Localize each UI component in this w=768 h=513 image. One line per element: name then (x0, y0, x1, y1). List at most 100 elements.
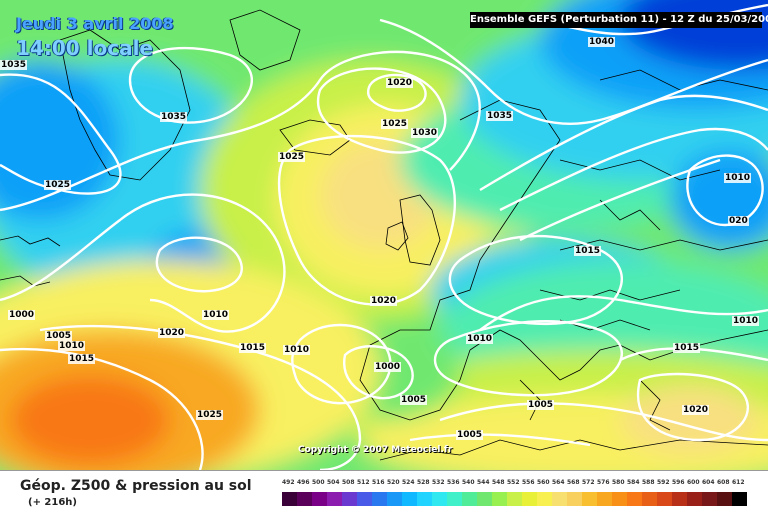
legend-value: 612 (732, 479, 745, 486)
isobar-label: 1010 (58, 341, 86, 351)
legend-labels: 492 496 500 504 508 512 516 520 524 528 532 536 540 5… (282, 479, 752, 489)
isobar-label: 1025 (278, 152, 306, 162)
isobar-label: 1020 (386, 78, 414, 88)
isobar-label: 1015 (673, 343, 701, 353)
legend-value: 524 (402, 479, 415, 486)
legend-value: 588 (642, 479, 655, 486)
isobar-label: 1005 (527, 400, 555, 410)
legend-value: 516 (372, 479, 385, 486)
legend-value: 604 (702, 479, 715, 486)
legend-swatch (447, 492, 462, 506)
isobar-label: 1010 (724, 173, 752, 183)
legend-value: 600 (687, 479, 700, 486)
legend-swatch (432, 492, 447, 506)
legend-value: 548 (492, 479, 505, 486)
legend-swatches (282, 492, 752, 506)
legend-value: 580 (612, 479, 625, 486)
legend-swatch (507, 492, 522, 506)
legend-swatch (732, 492, 747, 506)
isobar-label: 1035 (0, 60, 28, 70)
isobar-label: 1005 (456, 430, 484, 440)
legend-value: 496 (297, 479, 310, 486)
legend-swatch (342, 492, 357, 506)
legend-value: 572 (582, 479, 595, 486)
forecast-lead-time: (+ 216h) (28, 497, 77, 508)
legend-value: 596 (672, 479, 685, 486)
legend-value: 500 (312, 479, 325, 486)
legend-swatch (597, 492, 612, 506)
isobar-label: 1015 (68, 354, 96, 364)
geopotential-field (0, 0, 768, 470)
legend-swatch (312, 492, 327, 506)
legend-value: 536 (447, 479, 460, 486)
legend-swatch (582, 492, 597, 506)
model-run-info: Ensemble GEFS (Perturbation 11) - 12 Z d… (470, 12, 768, 28)
map-footer: Géop. Z500 & pression au sol (+ 216h) 49… (0, 470, 768, 513)
isobar-label: 1010 (732, 316, 760, 326)
isobar-label: 1020 (158, 328, 186, 338)
legend-swatch (627, 492, 642, 506)
legend-swatch (612, 492, 627, 506)
legend-swatch (282, 492, 297, 506)
legend-swatch (642, 492, 657, 506)
legend-swatch (567, 492, 582, 506)
legend-value: 504 (327, 479, 340, 486)
legend-value: 584 (627, 479, 640, 486)
isobar-label: 1010 (202, 310, 230, 320)
map-canvas (0, 0, 768, 470)
isobar-label: 1005 (45, 331, 73, 341)
legend-swatch (477, 492, 492, 506)
legend-value: 556 (522, 479, 535, 486)
weather-map: Jeudi 3 avril 2008 14:00 locale Ensemble… (0, 0, 768, 470)
legend-value: 544 (477, 479, 490, 486)
isobar-label: 1020 (682, 405, 710, 415)
isobars (0, 3, 768, 470)
color-scale-legend: 492 496 500 504 508 512 516 520 524 528 532 536 540 5… (282, 479, 752, 506)
isobar-label: 1000 (8, 310, 36, 320)
isobar-label: 1015 (239, 343, 267, 353)
legend-swatch (537, 492, 552, 506)
legend-value: 520 (387, 479, 400, 486)
isobar-label: 1040 (588, 37, 616, 47)
isobar-label: 1035 (486, 111, 514, 121)
legend-swatch (717, 492, 732, 506)
legend-swatch (357, 492, 372, 506)
legend-value: 532 (432, 479, 445, 486)
legend-value: 528 (417, 479, 430, 486)
legend-swatch (297, 492, 312, 506)
legend-swatch (462, 492, 477, 506)
legend-value: 512 (357, 479, 370, 486)
legend-value: 560 (537, 479, 550, 486)
isobar-label: 1010 (283, 345, 311, 355)
legend-value: 508 (342, 479, 355, 486)
legend-value: 540 (462, 479, 475, 486)
map-product-title: Géop. Z500 & pression au sol (20, 478, 252, 494)
legend-value: 576 (597, 479, 610, 486)
legend-swatch (492, 492, 507, 506)
legend-swatch (657, 492, 672, 506)
legend-value: 592 (657, 479, 670, 486)
legend-swatch (327, 492, 342, 506)
isobar-label: 1025 (196, 410, 224, 420)
isobar-label: 1035 (160, 112, 188, 122)
forecast-date: Jeudi 3 avril 2008 (16, 14, 174, 33)
isobar-label: 1005 (400, 395, 428, 405)
legend-value: 552 (507, 479, 520, 486)
legend-swatch (522, 492, 537, 506)
isobar-label: 1010 (466, 334, 494, 344)
isobar-label: 1025 (381, 119, 409, 129)
legend-swatch (417, 492, 432, 506)
legend-swatch (372, 492, 387, 506)
isobar-label: 1000 (374, 362, 402, 372)
isobar-label: 1030 (411, 128, 439, 138)
legend-swatch (702, 492, 717, 506)
isobar-label: 020 (728, 216, 749, 226)
legend-value: 492 (282, 479, 295, 486)
forecast-time: 14:00 locale (16, 36, 153, 60)
legend-swatch (387, 492, 402, 506)
legend-swatch (402, 492, 417, 506)
legend-value: 568 (567, 479, 580, 486)
isobar-label: 1020 (370, 296, 398, 306)
legend-swatch (687, 492, 702, 506)
copyright-notice: Copyright © 2007 Meteociel.fr (298, 445, 453, 455)
